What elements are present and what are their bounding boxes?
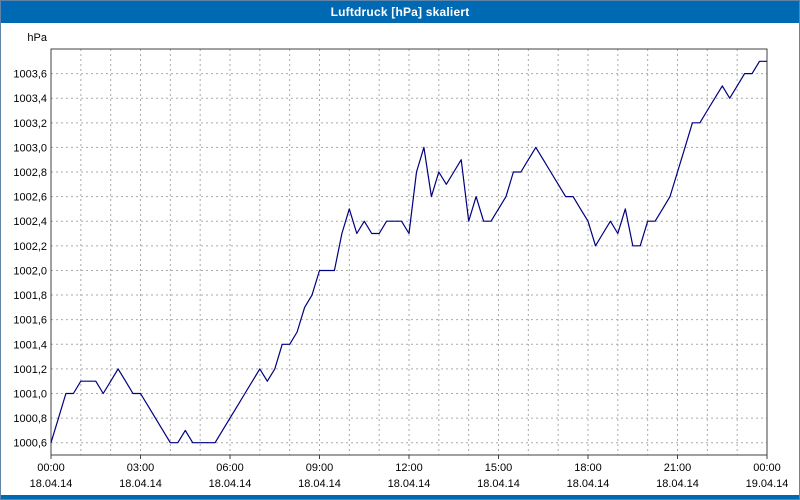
x-tick-date-label: 19.04.14 bbox=[746, 478, 789, 490]
x-tick-time-label: 00:00 bbox=[753, 462, 781, 474]
x-tick-date-label: 18.04.14 bbox=[388, 478, 431, 490]
x-tick-time-label: 00:00 bbox=[37, 462, 65, 474]
y-tick-label: 1003,6 bbox=[13, 69, 47, 81]
x-tick-time-label: 06:00 bbox=[216, 462, 244, 474]
x-tick-date-label: 18.04.14 bbox=[298, 478, 341, 490]
x-tick-time-label: 03:00 bbox=[127, 462, 155, 474]
x-tick-date-label: 18.04.14 bbox=[567, 478, 610, 490]
y-tick-label: 1002,0 bbox=[13, 265, 47, 277]
window-title-text: Luftdruck [hPa] skaliert bbox=[330, 5, 470, 19]
y-tick-label: 1001,6 bbox=[13, 315, 47, 327]
x-tick-time-label: 12:00 bbox=[395, 462, 423, 474]
y-tick-label: 1003,4 bbox=[13, 93, 47, 105]
y-tick-label: 1000,8 bbox=[13, 413, 47, 425]
y-tick-label: 1001,4 bbox=[13, 339, 47, 351]
window-footer-strip bbox=[1, 495, 799, 499]
x-tick-date-label: 18.04.14 bbox=[30, 478, 73, 490]
x-tick-time-label: 09:00 bbox=[306, 462, 334, 474]
x-tick-date-label: 18.04.14 bbox=[656, 478, 699, 490]
pressure-chart: 1003,6 1003,4 1003,2 1003,0 1002,8 1002,6 1002… bbox=[1, 23, 799, 495]
y-tick-label: 1002,8 bbox=[13, 167, 47, 179]
x-tick-date-label: 18.04.14 bbox=[477, 478, 520, 490]
y-tick-label: 1003,0 bbox=[13, 142, 47, 154]
window-titlebar: Luftdruck [hPa] skaliert bbox=[1, 1, 799, 23]
chart-svg: 1003,6 1003,4 1003,2 1003,0 1002,8 1002,6 1002… bbox=[13, 32, 789, 490]
y-axis-unit-label: hPa bbox=[27, 32, 47, 44]
y-tick-label: 1001,2 bbox=[13, 364, 47, 376]
x-tick-date-label: 18.04.14 bbox=[119, 478, 162, 490]
y-tick-label: 1000,6 bbox=[13, 438, 47, 450]
y-tick-label: 1001,0 bbox=[13, 388, 47, 400]
y-tick-label: 1002,4 bbox=[13, 216, 47, 228]
x-tick-time-label: 21:00 bbox=[664, 462, 692, 474]
y-tick-label: 1002,2 bbox=[13, 241, 47, 253]
pressure-line bbox=[50, 60, 767, 444]
y-tick-label: 1003,2 bbox=[13, 118, 47, 130]
x-tick-date-label: 18.04.14 bbox=[209, 478, 252, 490]
y-tick-label: 1001,8 bbox=[13, 290, 47, 302]
y-tick-label: 1002,6 bbox=[13, 192, 47, 204]
x-tick-time-label: 18:00 bbox=[574, 462, 602, 474]
x-tick-time-label: 15:00 bbox=[485, 462, 513, 474]
